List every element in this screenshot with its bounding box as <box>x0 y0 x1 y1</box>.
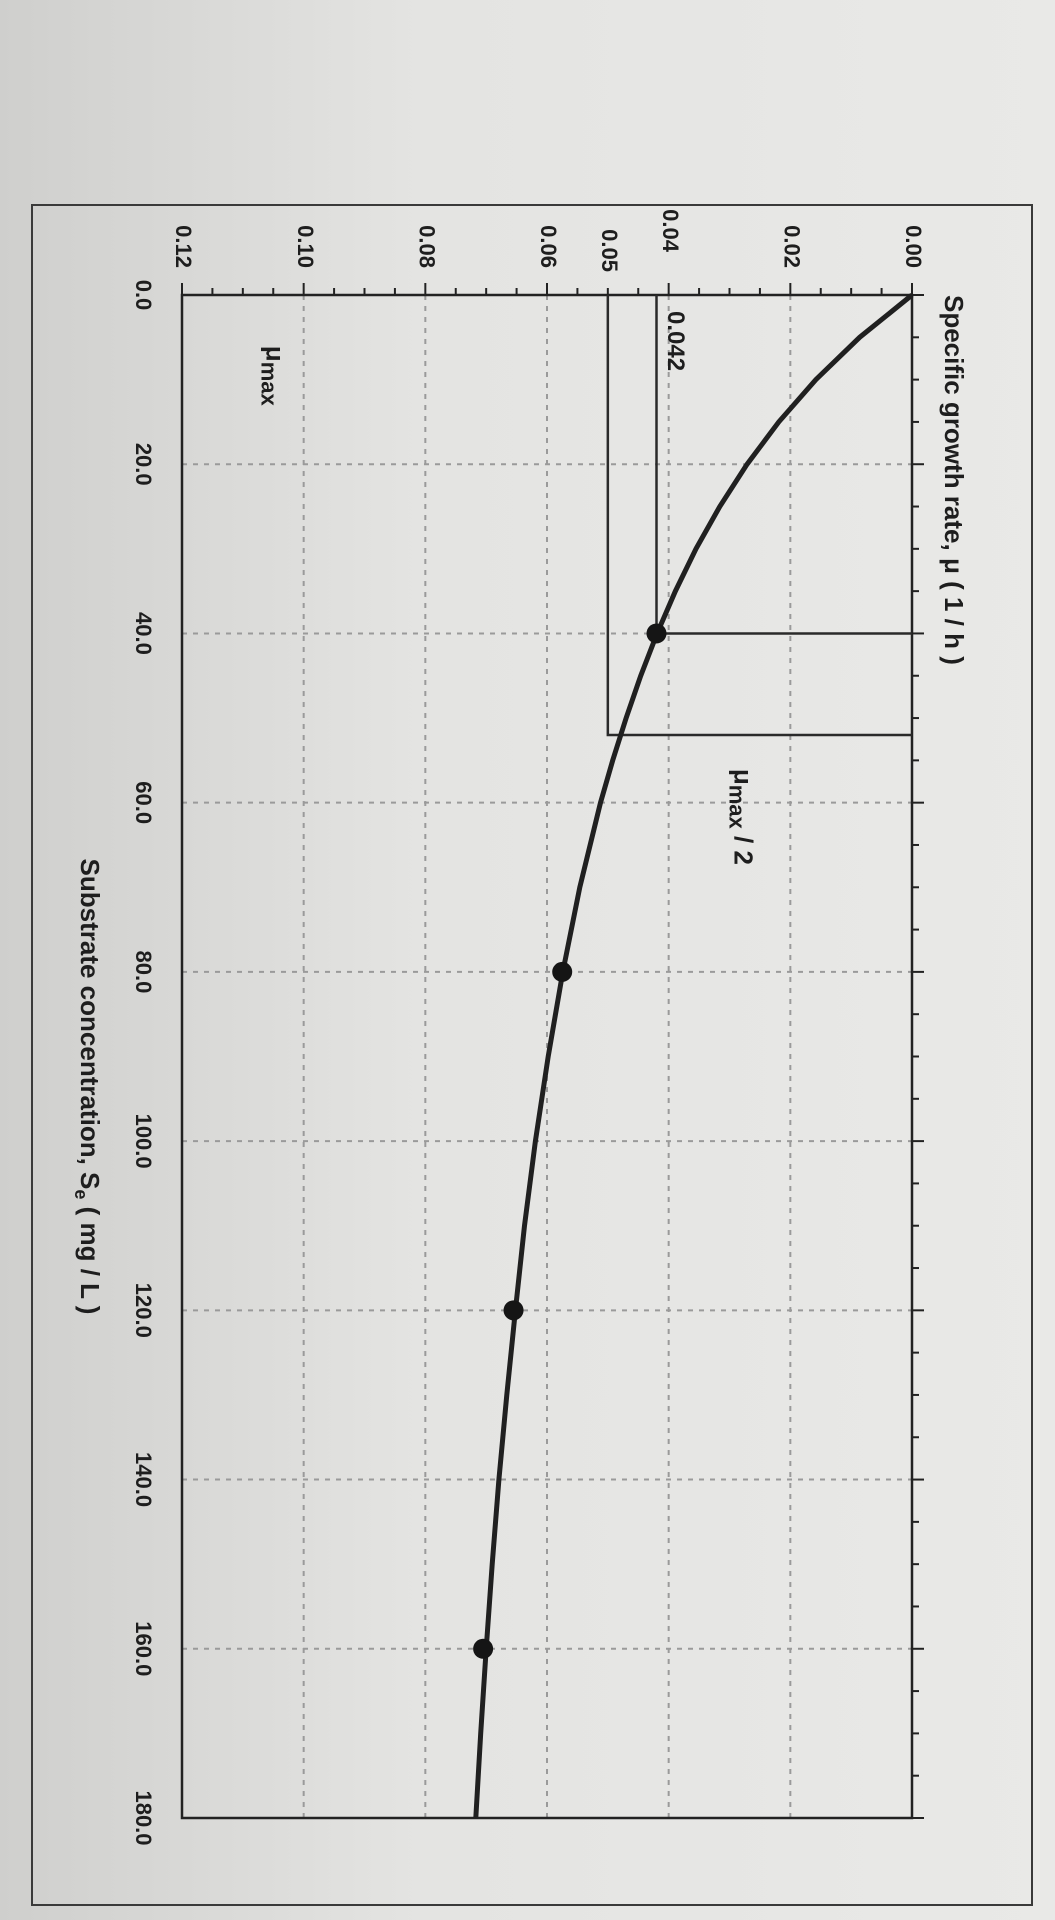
y-tick-label: 0.02 <box>780 225 805 268</box>
x-tick-label: 180.0 <box>131 1790 156 1845</box>
y-tick-label: 0.12 <box>171 225 196 268</box>
annotation-0-042: 0.042 <box>662 311 689 371</box>
x-tick-label: 120.0 <box>131 1283 156 1338</box>
data-point <box>552 961 573 982</box>
reference-line <box>606 295 912 737</box>
annotation-mu-max: μmax <box>256 346 290 407</box>
figure-border <box>31 204 1033 1906</box>
x-tick-label: 140.0 <box>131 1452 156 1507</box>
y-tick-label: 0.06 <box>536 225 561 268</box>
data-point <box>503 1300 524 1321</box>
reference-lines <box>606 295 912 737</box>
labels: 0.020.040.060.080.0100.0120.0140.0160.01… <box>71 209 969 1845</box>
x-axis-label: Substrate concentration, Se ( mg / L ) <box>71 859 105 1315</box>
y-tick-label: 0.08 <box>415 225 440 268</box>
y-axis-label: Specific growth rate, μ ( 1 / h ) <box>939 295 969 665</box>
x-tick-label: 20.0 <box>131 443 156 486</box>
monod-curve <box>473 293 914 1819</box>
x-tick-label: 60.0 <box>131 781 156 824</box>
grid <box>182 295 912 1818</box>
x-tick-label: 100.0 <box>131 1114 156 1169</box>
data-point <box>473 1638 494 1659</box>
annotation-mu-max-half: μmax / 2 <box>725 769 759 865</box>
data-points <box>473 623 667 1659</box>
x-tick-label: 40.0 <box>131 612 156 655</box>
y-tick-label: 0.10 <box>293 225 318 268</box>
x-tick-label: 80.0 <box>131 950 156 993</box>
y-tick-label: 0.00 <box>901 225 926 268</box>
ticks <box>181 283 924 1819</box>
y-tick-label: 0.05 <box>597 229 622 272</box>
x-tick-label: 0.0 <box>131 280 156 311</box>
data-point <box>646 623 667 644</box>
reference-line <box>655 295 912 635</box>
x-tick-label: 160.0 <box>131 1621 156 1676</box>
y-tick-label: 0.04 <box>658 209 683 253</box>
